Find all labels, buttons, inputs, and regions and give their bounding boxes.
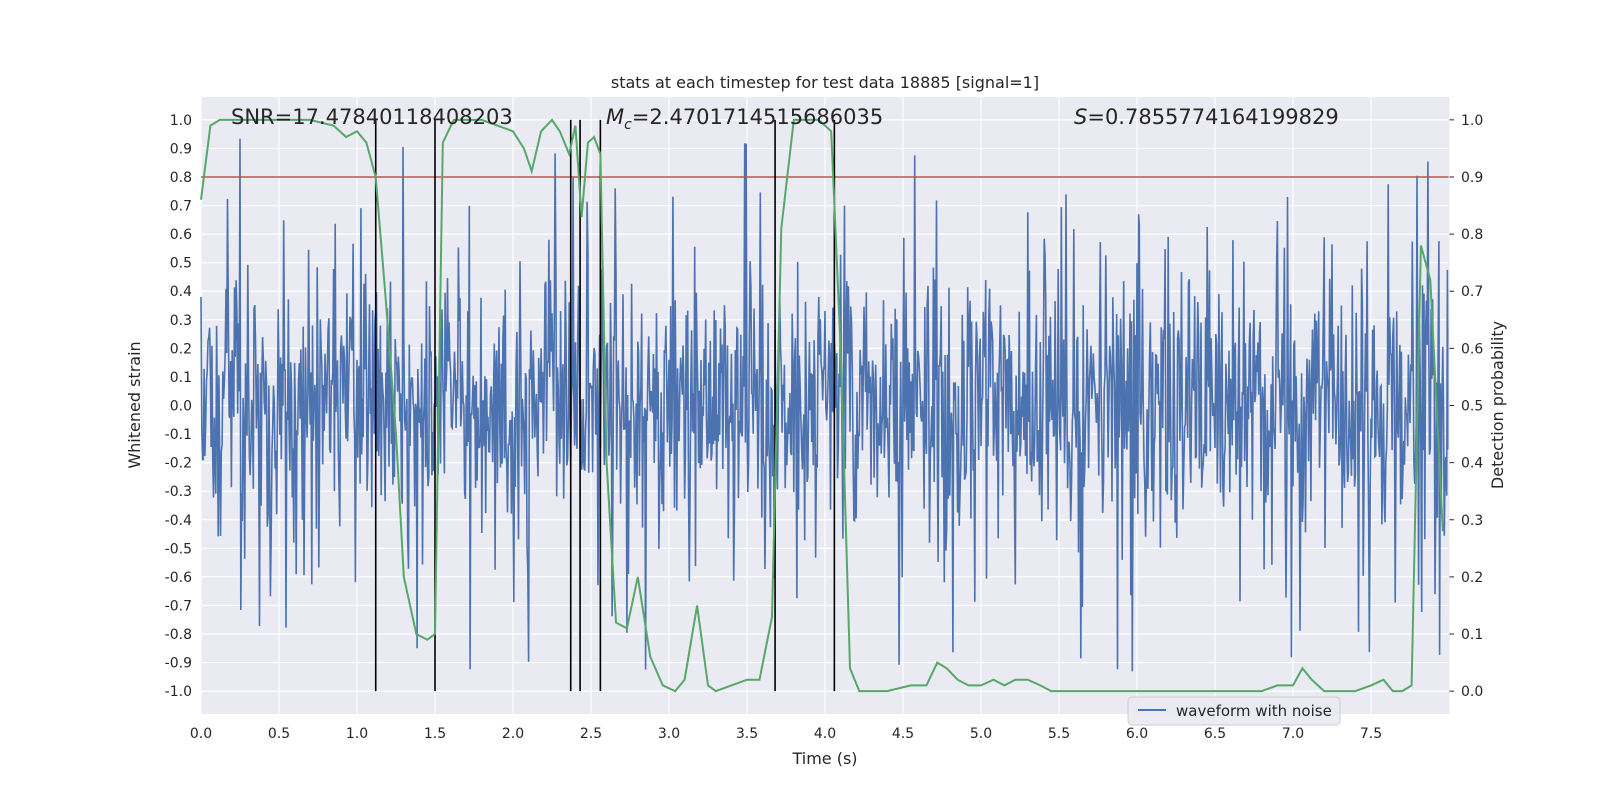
axes: 1.0 0.9 0.8 0.7 0.6 0.5 0.4 0.3 0.2 0.1 0.0 -0.1 -0.… bbox=[165, 97, 1483, 742]
x-tick-label: 0.5 bbox=[268, 726, 290, 742]
y-tick-label: 0.0 bbox=[170, 399, 192, 415]
y2-axis-label: Detection probability bbox=[1488, 321, 1507, 489]
waveform-series bbox=[200, 138, 1449, 672]
x-tick-label: 4.5 bbox=[892, 726, 914, 742]
y2-tick-label: 0.1 bbox=[1461, 627, 1483, 643]
x-tick-label: 7.0 bbox=[1282, 726, 1304, 742]
mc-annotation: Mc=2.4701714515686035 bbox=[606, 105, 883, 133]
mc-symbol: M bbox=[606, 105, 624, 129]
y2-tick-label: 0.3 bbox=[1461, 513, 1483, 529]
x-axis-label: Time (s) bbox=[791, 749, 857, 768]
y2-tick-label: 0.6 bbox=[1461, 341, 1483, 357]
y2-tick-label: 0.2 bbox=[1461, 570, 1483, 586]
y2-tick-label: 0.0 bbox=[1461, 684, 1483, 700]
s-value: =0.7855774164199829 bbox=[1087, 105, 1338, 129]
x-tick-label: 5.0 bbox=[970, 726, 992, 742]
x-tick-label: 6.5 bbox=[1204, 726, 1226, 742]
x-tick-label: 2.5 bbox=[580, 726, 602, 742]
x-tick-label: 0.0 bbox=[190, 726, 212, 742]
detection-probability-series bbox=[200, 118, 1444, 693]
y2-tick-label: 0.9 bbox=[1461, 170, 1483, 186]
y-tick-label: 0.7 bbox=[170, 199, 192, 215]
chart-title: stats at each timestep for test data 188… bbox=[611, 73, 1039, 92]
x-tick-label: 7.5 bbox=[1360, 726, 1382, 742]
y-tick-label: -0.5 bbox=[165, 541, 192, 557]
x-tick-label: 5.5 bbox=[1048, 726, 1070, 742]
y-tick-label: -0.2 bbox=[165, 456, 192, 472]
waveform-line bbox=[200, 138, 1449, 672]
legend[interactable]: waveform with noise bbox=[1127, 696, 1341, 726]
snr-annotation: SNR=17.47840118408203 bbox=[231, 105, 513, 129]
y2-tick-label: 0.5 bbox=[1461, 399, 1483, 415]
s-annotation: S=0.7855774164199829 bbox=[1074, 105, 1339, 129]
mc-value: =2.4701714515686035 bbox=[632, 105, 883, 129]
probability-line bbox=[200, 118, 1444, 693]
y2-tick-label: 0.7 bbox=[1461, 284, 1483, 300]
mc-subscript: c bbox=[624, 117, 632, 133]
x-tick-label: 6.0 bbox=[1126, 726, 1148, 742]
y-tick-label: 1.0 bbox=[170, 113, 192, 129]
y-tick-label: -0.6 bbox=[165, 570, 192, 586]
legend-box bbox=[1127, 696, 1341, 726]
y-tick-label: -0.8 bbox=[165, 627, 192, 643]
x-tick-label: 3.0 bbox=[658, 726, 680, 742]
y-tick-label: 0.3 bbox=[170, 313, 192, 329]
y-tick-label: 0.4 bbox=[170, 284, 192, 300]
x-tick-label: 2.0 bbox=[502, 726, 524, 742]
y-tick-label: 0.6 bbox=[170, 227, 192, 243]
legend-label: waveform with noise bbox=[1176, 702, 1332, 720]
x-tick-label: 3.5 bbox=[736, 726, 758, 742]
y-tick-label: 0.2 bbox=[170, 341, 192, 357]
y2-tick-label: 0.8 bbox=[1461, 227, 1483, 243]
y-tick-label: -0.4 bbox=[165, 513, 192, 529]
y2-tick-label: 1.0 bbox=[1461, 113, 1483, 129]
y-tick-label: -0.3 bbox=[165, 484, 192, 500]
y-tick-label: 0.8 bbox=[170, 170, 192, 186]
y-tick-label: 0.9 bbox=[170, 141, 192, 157]
y-axis-label: Whitened strain bbox=[125, 341, 144, 468]
s-symbol: S bbox=[1074, 105, 1087, 129]
x-tick-label: 1.0 bbox=[346, 726, 368, 742]
y-tick-label: -0.9 bbox=[165, 656, 192, 672]
y-tick-label: 0.1 bbox=[170, 370, 192, 386]
y-tick-label: 0.5 bbox=[170, 256, 192, 272]
y2-tick-label: 0.4 bbox=[1461, 456, 1483, 472]
x-tick-label: 1.5 bbox=[424, 726, 446, 742]
x-tick-label: 4.0 bbox=[814, 726, 836, 742]
y-tick-label: -1.0 bbox=[165, 684, 192, 700]
y-tick-label: -0.7 bbox=[165, 598, 192, 614]
y-tick-label: -0.1 bbox=[165, 427, 192, 443]
